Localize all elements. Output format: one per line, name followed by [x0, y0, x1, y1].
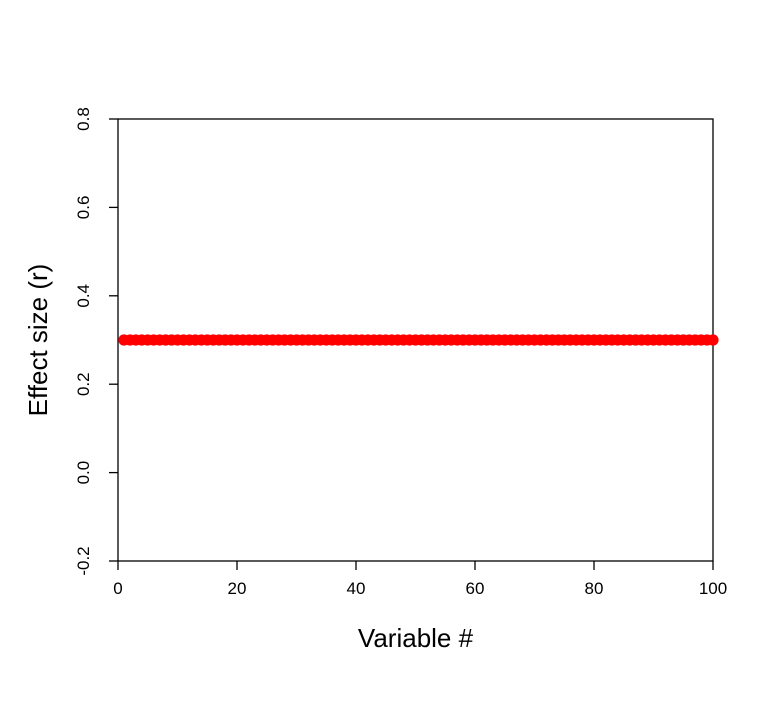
- x-tick-label: 60: [466, 579, 485, 598]
- y-tick-label: 0.8: [74, 107, 93, 131]
- y-axis-title: Effect size (r): [23, 264, 53, 417]
- x-tick-label: 80: [585, 579, 604, 598]
- y-tick-label: -0.2: [74, 546, 93, 575]
- y-tick-label: 0.2: [74, 372, 93, 396]
- data-point: [707, 334, 719, 346]
- x-axis-title: Variable #: [358, 623, 474, 653]
- y-tick-label: 0.4: [74, 284, 93, 308]
- y-tick-label: 0.6: [74, 196, 93, 220]
- x-tick-label: 0: [113, 579, 122, 598]
- x-axis: 0 20 40 60 80 100: [113, 561, 727, 598]
- x-tick-label: 40: [347, 579, 366, 598]
- x-tick-label: 100: [699, 579, 727, 598]
- y-axis: -0.2 0.0 0.2 0.4 0.6 0.8: [74, 107, 118, 576]
- y-tick-label: 0.0: [74, 461, 93, 485]
- x-tick-label: 20: [228, 579, 247, 598]
- data-points: [118, 334, 719, 346]
